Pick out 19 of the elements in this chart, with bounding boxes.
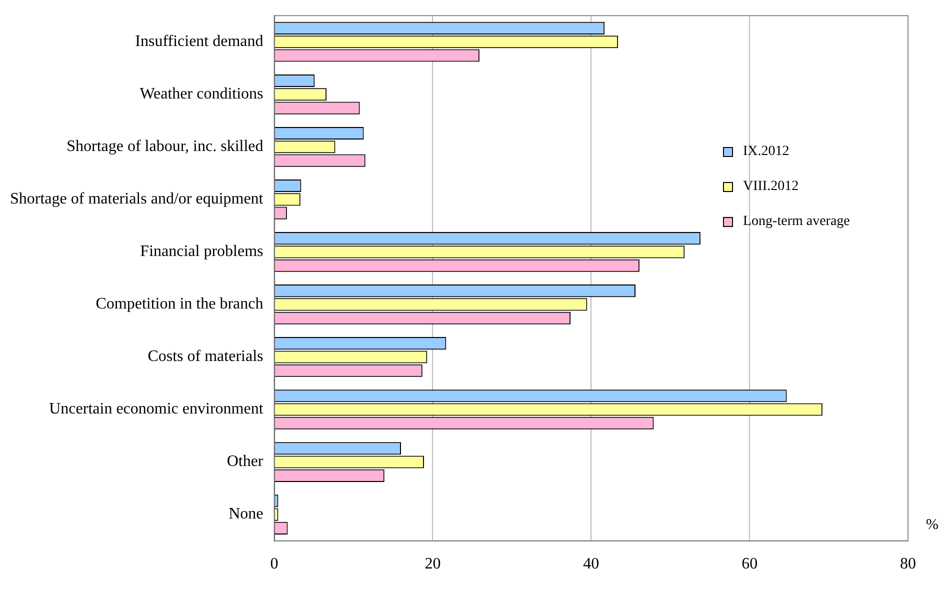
legend-label: IX.2012 <box>743 144 790 160</box>
y-tick-label: Competition in the branch <box>96 296 264 313</box>
x-tick-label: 0 <box>270 556 278 573</box>
legend-label: Long-term average <box>743 214 850 230</box>
y-tick-label: Financial problems <box>140 243 264 260</box>
y-tick-label: None <box>228 506 264 523</box>
x-tick-label: 80 <box>900 556 916 573</box>
x-tick-label: 60 <box>742 556 758 573</box>
legend-label: VIII.2012 <box>743 178 799 195</box>
x-tick-label: 20 <box>424 556 441 573</box>
y-tick-label: Uncertain economic environment <box>49 400 264 418</box>
y-tick-label: Costs of materials <box>148 348 264 366</box>
y-tick-label: Insufficient demand <box>135 33 264 50</box>
x-tick-label: 40 <box>583 556 600 573</box>
y-tick-label: Shortage of materials and/or equipment <box>10 190 264 208</box>
y-tick-label: Weather conditions <box>140 86 264 103</box>
y-tick-label: Other <box>226 453 264 470</box>
y-tick-label: Shortage of labour, inc. skilled <box>66 138 264 156</box>
x-axis-title: % <box>926 516 938 534</box>
